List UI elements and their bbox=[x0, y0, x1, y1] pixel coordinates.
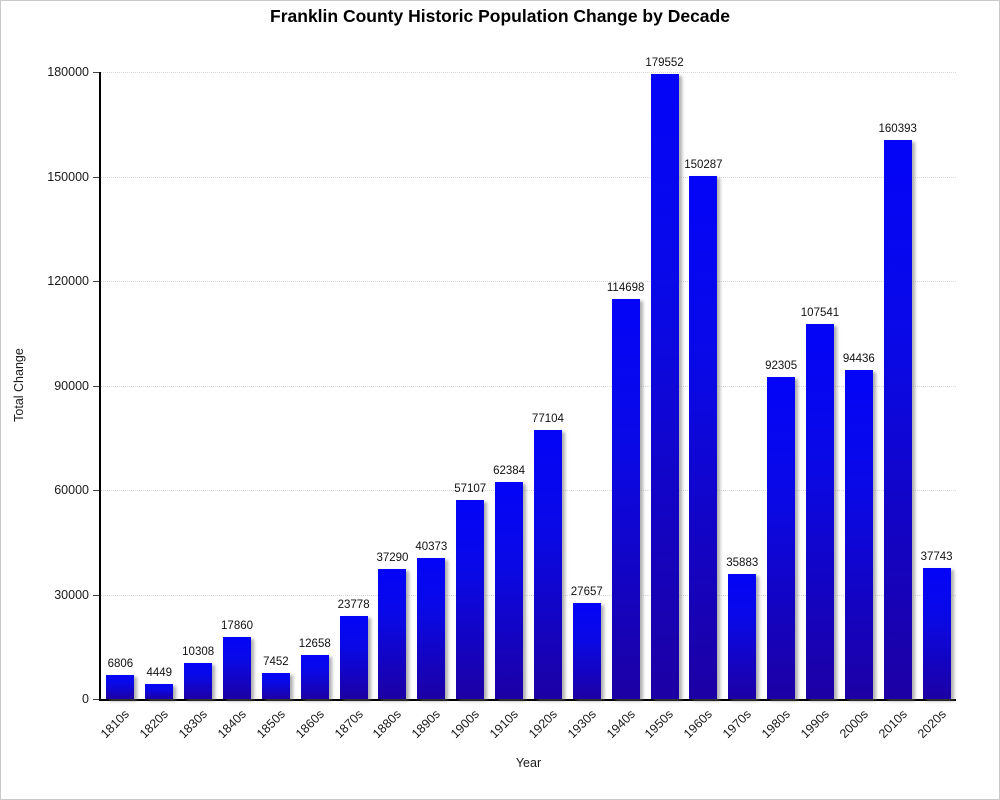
y-tick-mark bbox=[93, 176, 99, 178]
y-tick-label: 30000 bbox=[54, 587, 89, 602]
plot-area: 0 30000 60000 90000 120000 150000 180000 6806 18… bbox=[47, 57, 956, 741]
bar bbox=[611, 299, 640, 699]
bar-value-label: 92305 bbox=[765, 360, 798, 373]
bar bbox=[378, 569, 407, 699]
bar-value-label: 57107 bbox=[454, 483, 487, 496]
bar-value-label: 17860 bbox=[221, 619, 254, 632]
bar-value-label: 62384 bbox=[493, 464, 526, 477]
bar bbox=[456, 500, 485, 699]
bar bbox=[495, 481, 524, 699]
bar bbox=[145, 683, 174, 699]
y-tick-label: 180000 bbox=[47, 65, 89, 79]
bar bbox=[533, 430, 562, 699]
bar bbox=[767, 377, 796, 699]
bar-value-label: 7452 bbox=[263, 656, 289, 669]
bar bbox=[417, 558, 446, 699]
bar-value-label: 77104 bbox=[531, 413, 564, 426]
gridline bbox=[101, 72, 956, 73]
x-axis-title: Year bbox=[515, 756, 542, 770]
bar bbox=[261, 673, 290, 699]
y-axis-title: Total Change bbox=[12, 348, 26, 422]
y-tick-mark bbox=[93, 385, 99, 387]
chart-title: Franklin County Historic Population Chan… bbox=[270, 6, 730, 26]
bar bbox=[922, 567, 951, 699]
y-tick-mark bbox=[93, 594, 99, 596]
y-tick-mark bbox=[93, 699, 99, 700]
gridline bbox=[101, 281, 956, 282]
bar bbox=[572, 602, 601, 699]
bar-value-label: 179552 bbox=[645, 56, 684, 69]
bar bbox=[689, 175, 718, 699]
bar bbox=[223, 636, 252, 699]
y-tick-mark bbox=[93, 490, 99, 491]
gridline bbox=[101, 176, 956, 178]
bar bbox=[844, 370, 873, 699]
bar bbox=[805, 324, 834, 699]
bar bbox=[883, 140, 912, 699]
y-tick-label: 60000 bbox=[54, 483, 89, 497]
bar-value-label: 114698 bbox=[606, 282, 645, 295]
y-tick-label: 120000 bbox=[47, 274, 89, 288]
bar bbox=[728, 574, 757, 699]
bar-value-label: 35883 bbox=[726, 557, 759, 570]
bar-value-label: 27657 bbox=[570, 585, 603, 598]
bar-value-label: 160393 bbox=[878, 123, 917, 136]
bar bbox=[184, 663, 213, 699]
bar-value-label: 10308 bbox=[182, 646, 215, 659]
bar-value-label: 150287 bbox=[684, 158, 723, 171]
gridline bbox=[101, 385, 956, 387]
bar bbox=[300, 654, 329, 699]
y-tick-mark bbox=[93, 72, 99, 73]
gridline bbox=[101, 490, 956, 491]
bar-value-label: 6806 bbox=[107, 658, 134, 671]
bar-value-label: 37743 bbox=[920, 550, 953, 563]
bar bbox=[650, 73, 679, 699]
y-tick-label: 150000 bbox=[47, 169, 89, 184]
bar-value-label: 4449 bbox=[146, 666, 173, 679]
y-tick-label: 0 bbox=[82, 692, 89, 706]
bar-value-label: 12658 bbox=[298, 637, 331, 650]
bar bbox=[106, 675, 135, 699]
bar bbox=[339, 616, 368, 699]
y-axis-line bbox=[99, 72, 101, 701]
bar-value-label: 107541 bbox=[800, 307, 840, 320]
bar-value-label: 37290 bbox=[376, 552, 409, 565]
bar-value-label: 40373 bbox=[415, 541, 448, 554]
y-tick-label: 90000 bbox=[54, 378, 89, 393]
y-tick-mark bbox=[93, 281, 99, 282]
gridline bbox=[101, 594, 956, 596]
bar-value-label: 23778 bbox=[337, 599, 370, 612]
x-axis-line bbox=[99, 699, 956, 701]
bar-value-label: 94436 bbox=[842, 353, 875, 366]
